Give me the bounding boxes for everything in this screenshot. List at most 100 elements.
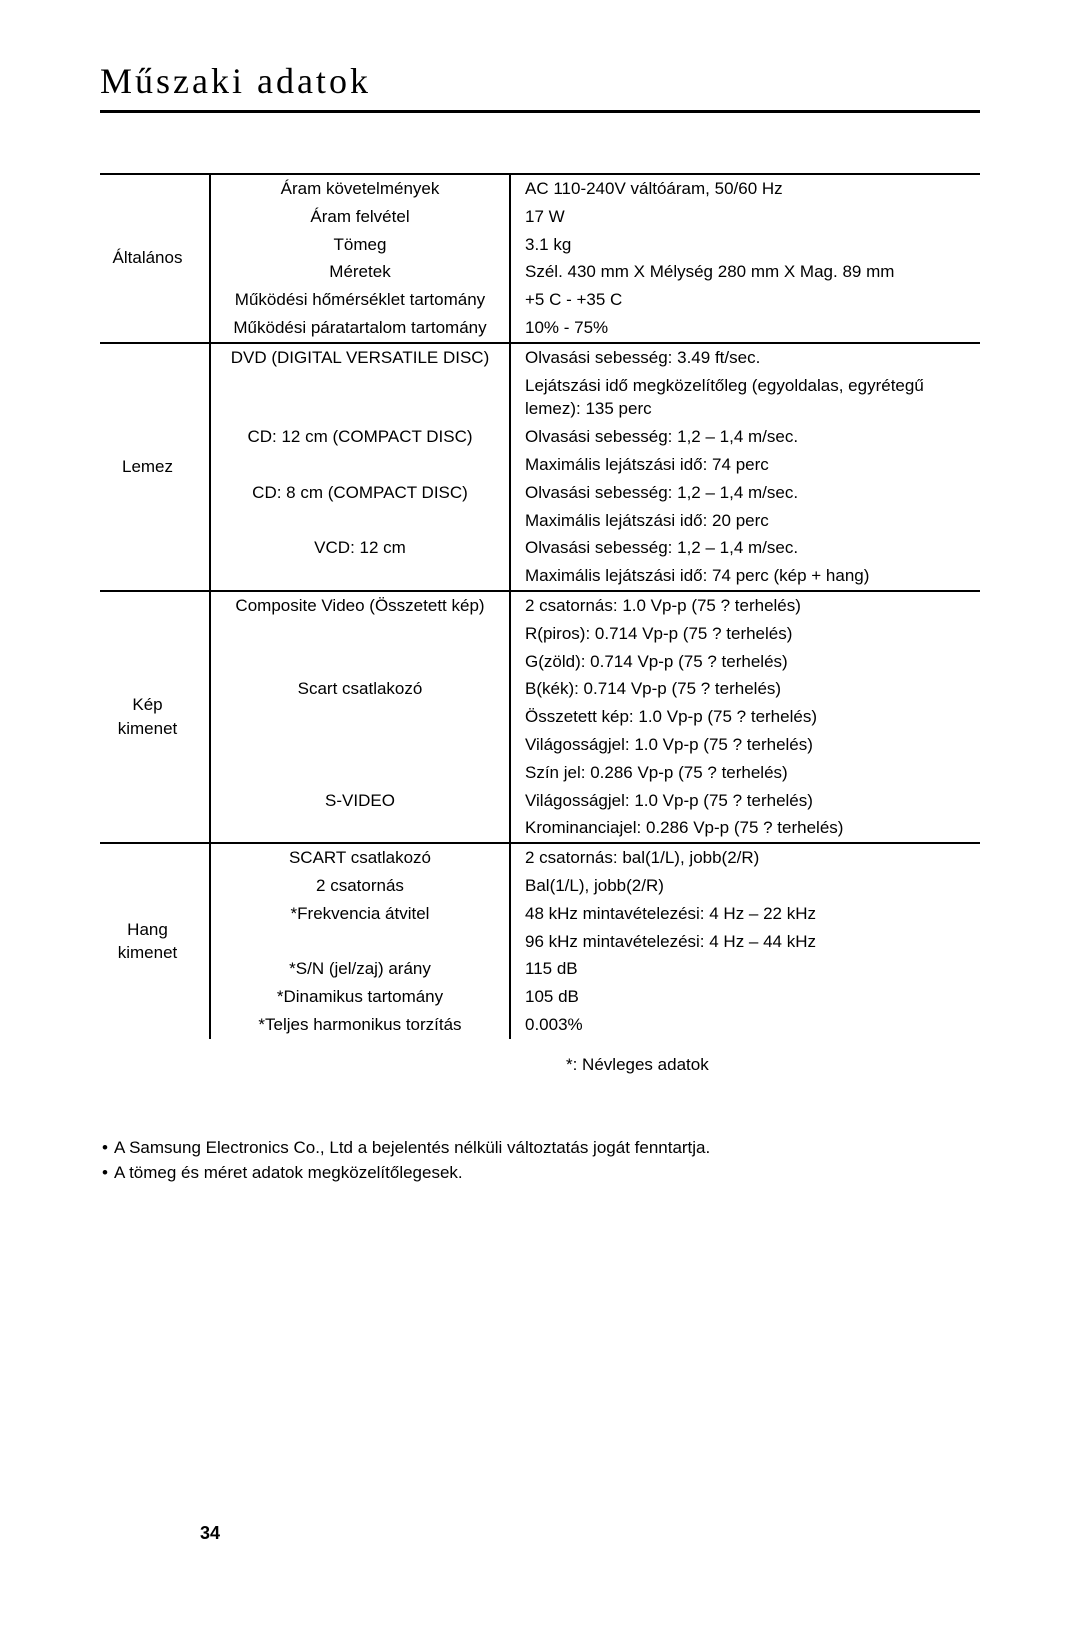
spec-label — [210, 562, 510, 591]
spec-label — [210, 703, 510, 731]
spec-value: Olvasási sebesség: 1,2 – 1,4 m/sec. — [510, 479, 980, 507]
spec-value: 2 csatornás: 1.0 Vp-p (75 ? terhelés) — [510, 591, 980, 620]
spec-value: 2 csatornás: bal(1/L), jobb(2/R) — [510, 843, 980, 872]
note-item: •A tömeg és méret adatok megközelítőlege… — [100, 1160, 980, 1186]
spec-table: Általános Áram követelményekAC 110-240V v… — [100, 173, 980, 1039]
spec-label: DVD (DIGITAL VERSATILE DISC) — [210, 343, 510, 372]
spec-value: Olvasási sebesség: 3.49 ft/sec. — [510, 343, 980, 372]
table-row: *Teljes harmonikus torzítás0.003% — [100, 1011, 980, 1039]
page-title: Műszaki adatok — [100, 60, 980, 113]
spec-value: 105 dB — [510, 983, 980, 1011]
category-cell: Általános — [100, 174, 210, 343]
spec-value: 10% - 75% — [510, 314, 980, 343]
spec-label: *S/N (jel/zaj) arány — [210, 955, 510, 983]
spec-label: VCD: 12 cm — [210, 534, 510, 562]
spec-value: 0.003% — [510, 1011, 980, 1039]
table-row: *Dinamikus tartomány105 dB — [100, 983, 980, 1011]
spec-value: Lejátszási idő megközelítőleg (egyoldala… — [510, 372, 980, 424]
table-row: Kép kimenetComposite Video (Összetett ké… — [100, 591, 980, 620]
page-number: 34 — [200, 1523, 220, 1544]
spec-value: Világosságjel: 1.0 Vp-p (75 ? terhelés) — [510, 787, 980, 815]
table-row: S-VIDEOVilágosságjel: 1.0 Vp-p (75 ? ter… — [100, 787, 980, 815]
table-row: 96 kHz mintavételezési: 4 Hz – 44 kHz — [100, 928, 980, 956]
spec-label: SCART csatlakozó — [210, 843, 510, 872]
spec-label — [210, 507, 510, 535]
table-row: Tömeg3.1 kg — [100, 231, 980, 259]
spec-value: R(piros): 0.714 Vp-p (75 ? terhelés) — [510, 620, 980, 648]
footnote: *: Névleges adatok — [100, 1055, 980, 1075]
spec-label: Áram felvétel — [210, 203, 510, 231]
spec-label — [210, 620, 510, 648]
spec-value: 96 kHz mintavételezési: 4 Hz – 44 kHz — [510, 928, 980, 956]
table-row: R(piros): 0.714 Vp-p (75 ? terhelés) — [100, 620, 980, 648]
spec-value: AC 110-240V váltóáram, 50/60 Hz — [510, 174, 980, 203]
spec-value: Összetett kép: 1.0 Vp-p (75 ? terhelés) — [510, 703, 980, 731]
spec-label — [210, 648, 510, 676]
spec-value: Szín jel: 0.286 Vp-p (75 ? terhelés) — [510, 759, 980, 787]
category-cell: Hang kimenet — [100, 843, 210, 1039]
category-cell: Lemez — [100, 343, 210, 591]
table-row: LemezDVD (DIGITAL VERSATILE DISC)Olvasás… — [100, 343, 980, 372]
table-row: Összetett kép: 1.0 Vp-p (75 ? terhelés) — [100, 703, 980, 731]
spec-value: G(zöld): 0.714 Vp-p (75 ? terhelés) — [510, 648, 980, 676]
spec-label: Áram követelmények — [210, 174, 510, 203]
notes-block: •A Samsung Electronics Co., Ltd a bejele… — [100, 1135, 980, 1186]
spec-value: 3.1 kg — [510, 231, 980, 259]
spec-label — [210, 731, 510, 759]
spec-label — [210, 928, 510, 956]
spec-label: CD: 8 cm (COMPACT DISC) — [210, 479, 510, 507]
spec-label: Méretek — [210, 258, 510, 286]
table-row: CD: 12 cm (COMPACT DISC)Olvasási sebessé… — [100, 423, 980, 451]
table-row: Szín jel: 0.286 Vp-p (75 ? terhelés) — [100, 759, 980, 787]
table-row: CD: 8 cm (COMPACT DISC)Olvasási sebesség… — [100, 479, 980, 507]
table-row: G(zöld): 0.714 Vp-p (75 ? terhelés) — [100, 648, 980, 676]
table-row: Krominanciajel: 0.286 Vp-p (75 ? terhelé… — [100, 814, 980, 843]
table-row: Működési páratartalom tartomány10% - 75% — [100, 314, 980, 343]
table-row: Világosságjel: 1.0 Vp-p (75 ? terhelés) — [100, 731, 980, 759]
table-row: *Frekvencia átvitel48 kHz mintavételezés… — [100, 900, 980, 928]
table-row: Lejátszási idő megközelítőleg (egyoldala… — [100, 372, 980, 424]
table-row: Működési hőmérséklet tartomány+5 C - +35… — [100, 286, 980, 314]
spec-value: Maximális lejátszási idő: 74 perc (kép +… — [510, 562, 980, 591]
table-row: Maximális lejátszási idő: 20 perc — [100, 507, 980, 535]
table-row: Maximális lejátszási idő: 74 perc (kép +… — [100, 562, 980, 591]
category-label: Kép kimenet — [100, 693, 195, 741]
spec-label: Scart csatlakozó — [210, 675, 510, 703]
spec-value: Bal(1/L), jobb(2/R) — [510, 872, 980, 900]
table-row: Scart csatlakozóB(kék): 0.714 Vp-p (75 ?… — [100, 675, 980, 703]
spec-value: Maximális lejátszási idő: 20 perc — [510, 507, 980, 535]
spec-value: 115 dB — [510, 955, 980, 983]
spec-label — [210, 814, 510, 843]
category-label: Lemez — [100, 455, 195, 479]
table-row: MéretekSzél. 430 mm X Mélység 280 mm X M… — [100, 258, 980, 286]
spec-label: CD: 12 cm (COMPACT DISC) — [210, 423, 510, 451]
spec-label: Composite Video (Összetett kép) — [210, 591, 510, 620]
spec-label: Működési hőmérséklet tartomány — [210, 286, 510, 314]
table-row: 2 csatornásBal(1/L), jobb(2/R) — [100, 872, 980, 900]
note-text: A Samsung Electronics Co., Ltd a bejelen… — [114, 1135, 710, 1161]
note-item: •A Samsung Electronics Co., Ltd a bejele… — [100, 1135, 980, 1161]
spec-value: B(kék): 0.714 Vp-p (75 ? terhelés) — [510, 675, 980, 703]
spec-value: Olvasási sebesség: 1,2 – 1,4 m/sec. — [510, 534, 980, 562]
spec-label — [210, 759, 510, 787]
spec-value: 17 W — [510, 203, 980, 231]
spec-label — [210, 451, 510, 479]
category-cell: Kép kimenet — [100, 591, 210, 843]
table-row: Hang kimenetSCART csatlakozó2 csatornás:… — [100, 843, 980, 872]
spec-value: 48 kHz mintavételezési: 4 Hz – 22 kHz — [510, 900, 980, 928]
category-label: Általános — [100, 246, 195, 270]
spec-label: Tömeg — [210, 231, 510, 259]
table-row: VCD: 12 cmOlvasási sebesség: 1,2 – 1,4 m… — [100, 534, 980, 562]
table-row: Áram felvétel17 W — [100, 203, 980, 231]
spec-label: *Teljes harmonikus torzítás — [210, 1011, 510, 1039]
spec-label: *Frekvencia átvitel — [210, 900, 510, 928]
spec-label — [210, 372, 510, 424]
spec-value: Krominanciajel: 0.286 Vp-p (75 ? terhelé… — [510, 814, 980, 843]
spec-value: +5 C - +35 C — [510, 286, 980, 314]
spec-label: *Dinamikus tartomány — [210, 983, 510, 1011]
spec-value: Szél. 430 mm X Mélység 280 mm X Mag. 89 … — [510, 258, 980, 286]
spec-label: S-VIDEO — [210, 787, 510, 815]
note-text: A tömeg és méret adatok megközelítőleges… — [114, 1160, 463, 1186]
spec-value: Világosságjel: 1.0 Vp-p (75 ? terhelés) — [510, 731, 980, 759]
spec-value: Maximális lejátszási idő: 74 perc — [510, 451, 980, 479]
